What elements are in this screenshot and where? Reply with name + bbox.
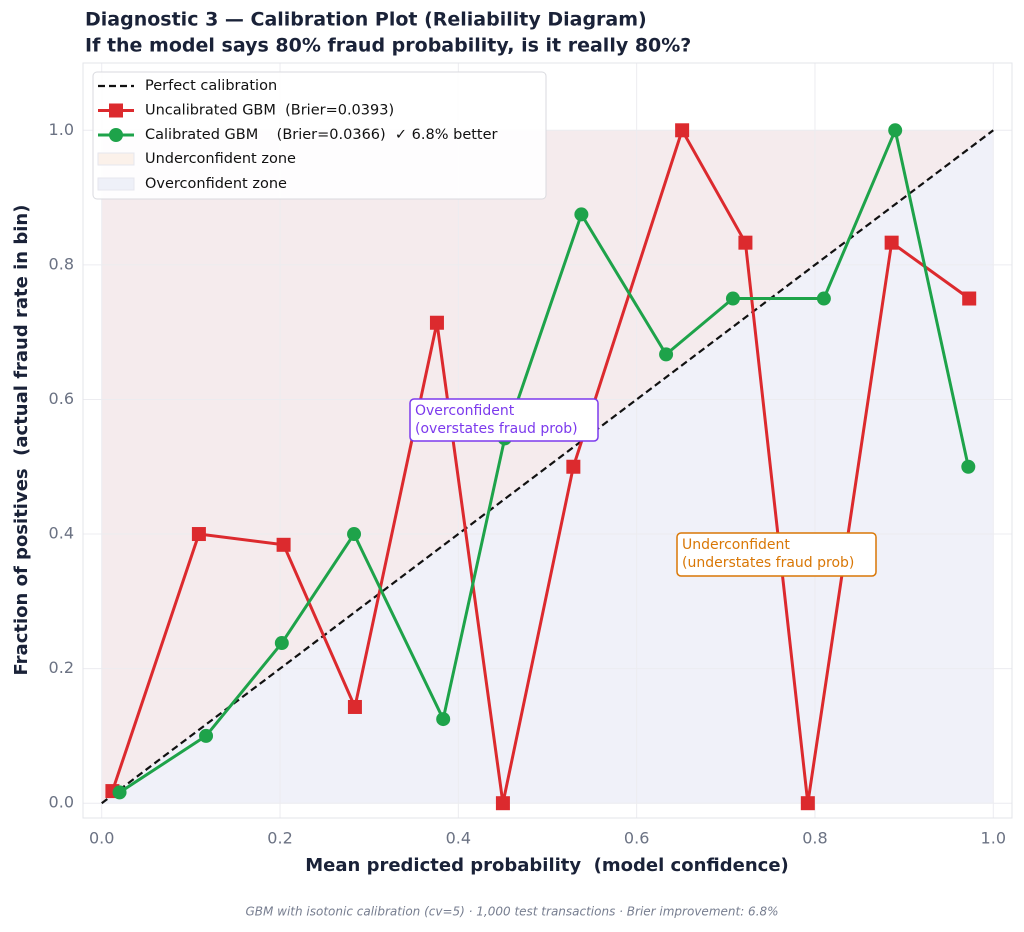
- footer: GBM with isotonic calibration (cv=5) · 1…: [245, 905, 778, 919]
- x-tick-label: 1.0: [981, 829, 1006, 848]
- marker: [276, 537, 291, 552]
- x-tick-label: 0.4: [446, 829, 471, 848]
- annotation-text: Overconfident: [415, 403, 515, 419]
- annotation-text: (overstates fraud prob): [415, 421, 578, 437]
- x-axis-label: Mean predicted probability (model confid…: [305, 855, 789, 876]
- plot-frame: [82, 62, 1013, 819]
- marker: [274, 636, 289, 651]
- marker: [884, 235, 899, 250]
- y-tick-label: 0.8: [49, 254, 74, 273]
- legend-swatch: [97, 152, 135, 166]
- marker: [429, 315, 444, 330]
- marker: [725, 291, 740, 306]
- marker: [738, 235, 753, 250]
- marker: [191, 527, 206, 542]
- y-tick-label: 0.4: [49, 524, 74, 543]
- y-tick-label: 0.2: [49, 658, 74, 677]
- legend-label: Perfect calibration: [145, 78, 277, 94]
- marker: [962, 291, 977, 306]
- marker: [659, 347, 674, 362]
- y-tick-label: 0.0: [49, 793, 74, 812]
- legend-marker: [109, 103, 123, 118]
- diagonal-line: [101, 129, 994, 805]
- y-axis-label: Fraction of positives (actual fraud rate…: [11, 205, 32, 676]
- marker: [675, 123, 690, 138]
- marker: [347, 527, 362, 542]
- marker: [800, 796, 815, 811]
- x-tick-label: 0.2: [267, 829, 292, 848]
- legend-label: Underconfident zone: [145, 151, 296, 167]
- marker: [495, 796, 510, 811]
- annotation-box: [676, 532, 877, 577]
- marker: [816, 291, 831, 306]
- legend-marker: [109, 128, 123, 142]
- legend-label: Calibrated GBM (Brier=0.0366) ✓ 6.8% bet…: [145, 127, 498, 143]
- marker: [347, 699, 362, 714]
- y-tick-label: 1.0: [49, 120, 74, 139]
- marker: [566, 459, 581, 474]
- series-line: [110, 126, 971, 804]
- marker: [112, 785, 127, 800]
- legend-label: Uncalibrated GBM (Brier=0.0393): [145, 103, 394, 119]
- x-tick-label: 0.0: [89, 829, 114, 848]
- marker: [574, 207, 589, 222]
- marker: [961, 459, 976, 474]
- chart-title: Diagnostic 3 — Calibration Plot (Reliabi…: [85, 9, 647, 31]
- marker: [888, 123, 903, 138]
- x-tick-label: 0.6: [624, 829, 649, 848]
- marker: [436, 712, 451, 727]
- annotation-box: [409, 398, 599, 442]
- annotation-text: (understates fraud prob): [682, 555, 854, 571]
- chart-subtitle: If the model says 80% fraud probability,…: [85, 35, 691, 57]
- x-tick-label: 0.8: [802, 829, 827, 848]
- legend-box: [92, 71, 547, 200]
- y-tick-label: 0.6: [49, 389, 74, 408]
- marker: [199, 728, 214, 743]
- legend-swatch: [97, 177, 135, 191]
- legend-label: Overconfident zone: [145, 176, 287, 192]
- annotation-text: Underconfident: [682, 537, 790, 553]
- series-line: [118, 125, 970, 794]
- zone-tint: [101, 130, 994, 804]
